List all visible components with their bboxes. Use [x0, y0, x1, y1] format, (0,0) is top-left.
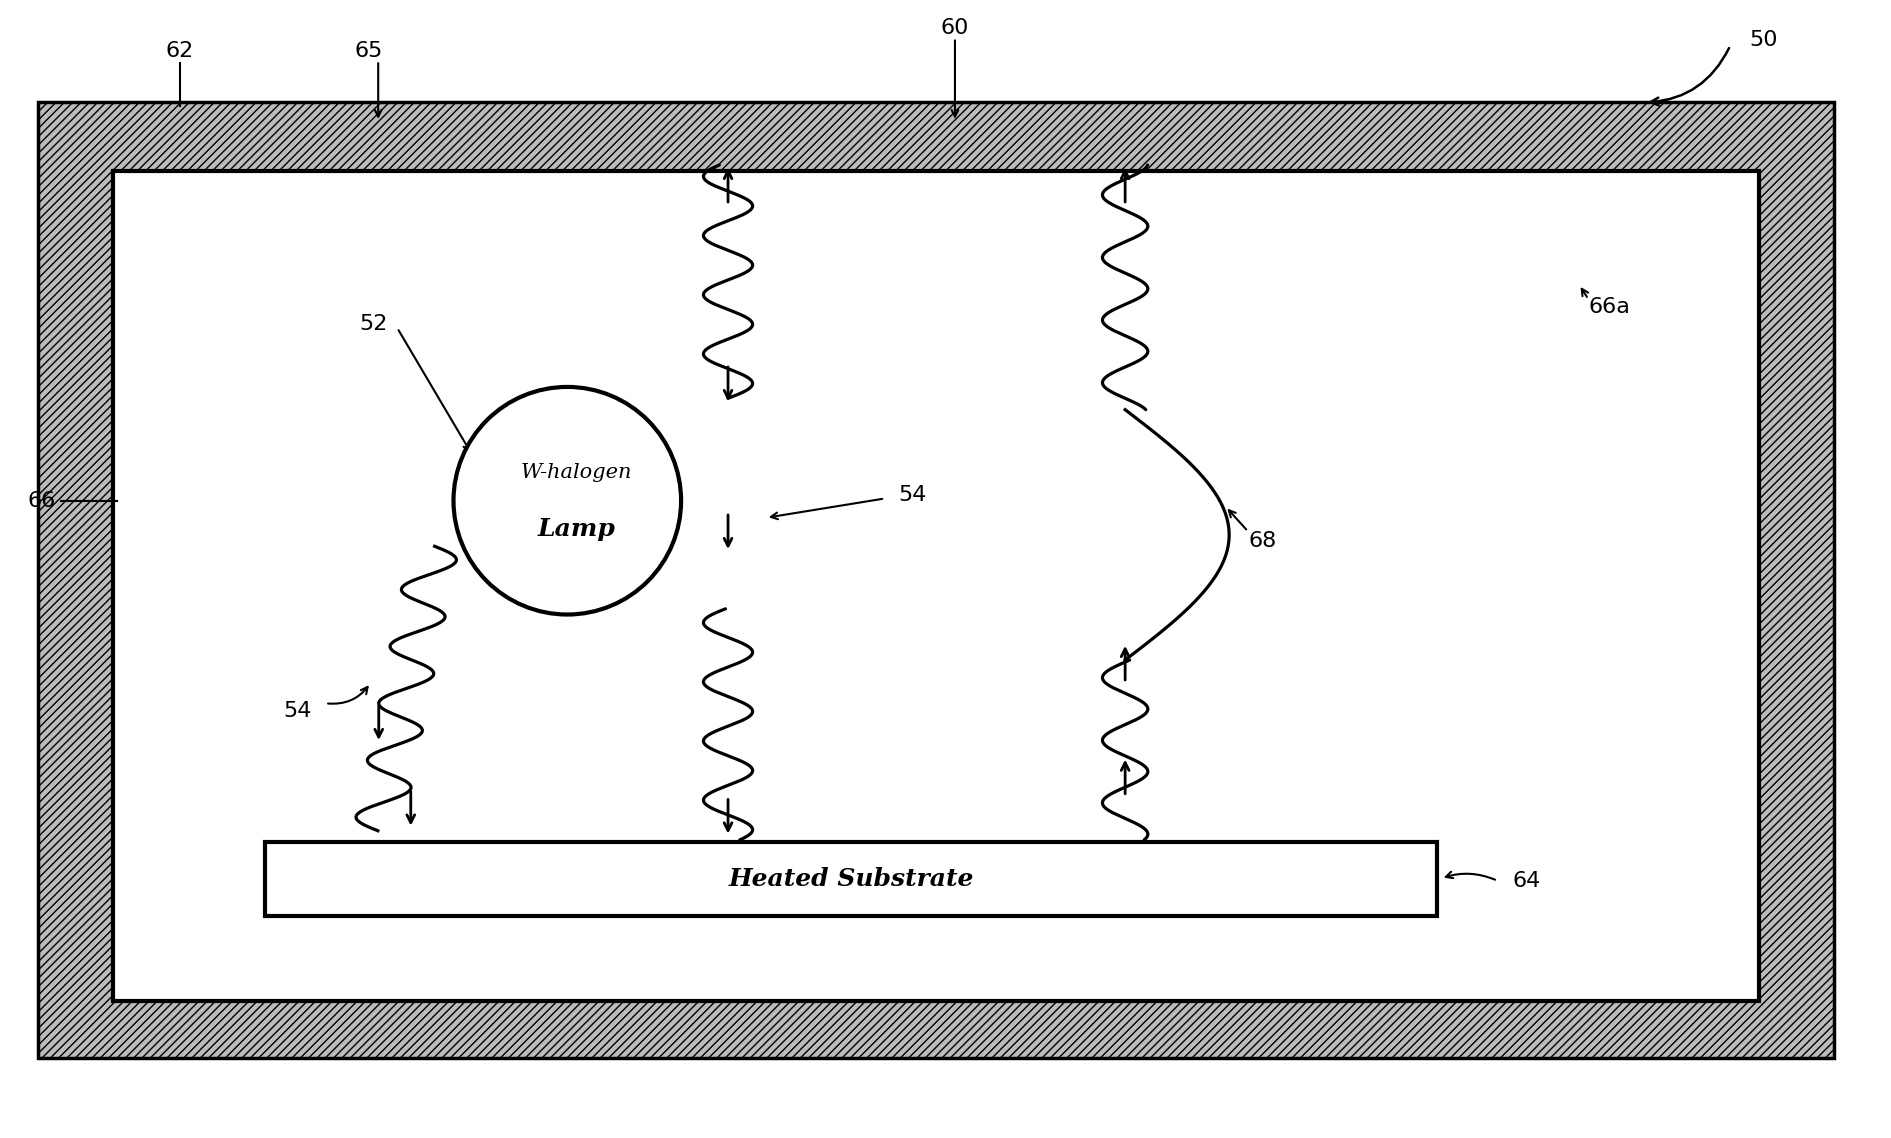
- Ellipse shape: [454, 387, 681, 615]
- Text: 66a: 66a: [1588, 297, 1630, 318]
- Text: 65: 65: [354, 41, 384, 61]
- Bar: [113, 171, 1759, 1001]
- Bar: [38, 102, 1834, 1058]
- Text: Lamp: Lamp: [537, 517, 616, 542]
- Text: W-halogen: W-halogen: [522, 463, 632, 481]
- Text: Heated Substrate: Heated Substrate: [728, 867, 974, 891]
- Text: 54: 54: [898, 485, 927, 505]
- Text: 64: 64: [1513, 871, 1541, 891]
- Text: 66: 66: [28, 490, 55, 511]
- Bar: [265, 842, 1437, 916]
- Text: 60: 60: [940, 18, 970, 39]
- Text: 68: 68: [1248, 530, 1276, 551]
- Text: 50: 50: [1749, 30, 1778, 50]
- Text: 52: 52: [359, 314, 388, 335]
- Text: 62: 62: [166, 41, 193, 61]
- Text: 54: 54: [284, 701, 312, 721]
